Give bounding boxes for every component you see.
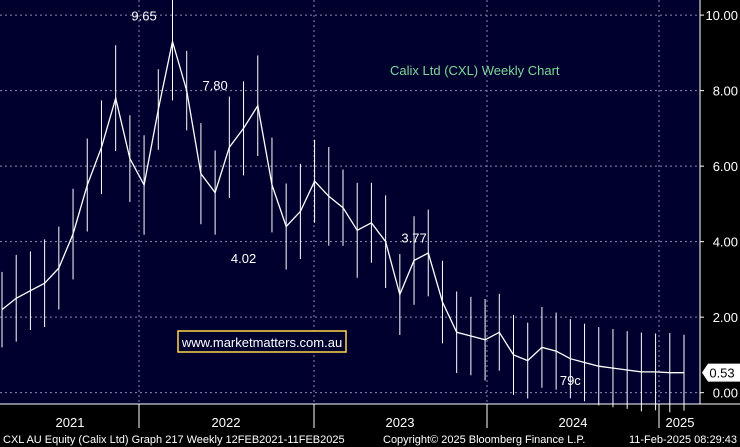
x-tick-label: 2022 — [212, 415, 241, 430]
plot-area — [0, 0, 700, 404]
y-tick-label: 2.00 — [713, 310, 738, 325]
footer-timestamp: 11-Feb-2025 08:29:43 — [629, 434, 737, 446]
x-tick-label: 2023 — [386, 415, 415, 430]
x-tick-label: 2024 — [559, 415, 588, 430]
annotations: 9.65 7.80 4.02 3.77 79c — [131, 8, 581, 388]
y-tick-label: 4.00 — [713, 235, 738, 250]
footer-left-text: CXL AU Equity (Calix Ltd) Graph 217 Week… — [3, 434, 345, 446]
x-axis-ticks: 2021 2022 2023 2024 2025 — [0, 403, 740, 430]
annotation-label: 9.65 — [131, 8, 156, 23]
gridlines — [0, 0, 700, 404]
last-value-badge: 0.53 — [702, 363, 740, 382]
y-tick-label: 6.00 — [713, 159, 738, 174]
last-value-label: 0.53 — [709, 366, 734, 381]
x-tick-label: 2021 — [56, 415, 85, 430]
footer-bar: CXL AU Equity (Calix Ltd) Graph 217 Week… — [3, 434, 737, 446]
y-tick-label: 10.00 — [705, 8, 738, 23]
y-tick-label: 8.00 — [713, 84, 738, 99]
last-value-badge-shape — [702, 363, 740, 382]
annotation-label: 3.77 — [401, 230, 426, 245]
series-line — [1, 0, 685, 413]
y-axis-ticks: 10.00 8.00 6.00 4.00 2.00 0.00 — [699, 0, 738, 404]
y-tick-label: 0.00 — [713, 386, 738, 401]
annotation-label: 4.02 — [231, 251, 256, 266]
footer-copyright: Copyright© 2025 Bloomberg Finance L.P. — [383, 434, 585, 446]
x-tick-label: 2025 — [666, 415, 695, 430]
annotation-label: 79c — [560, 373, 581, 388]
watermark-text[interactable]: www.marketmatters.com.au — [181, 335, 342, 350]
annotation-label: 7.80 — [202, 78, 227, 93]
watermark-frame — [177, 330, 347, 353]
watermark-box[interactable]: www.marketmatters.com.au — [177, 330, 347, 353]
chart-title: Calix Ltd (CXL) Weekly Chart — [390, 63, 560, 78]
